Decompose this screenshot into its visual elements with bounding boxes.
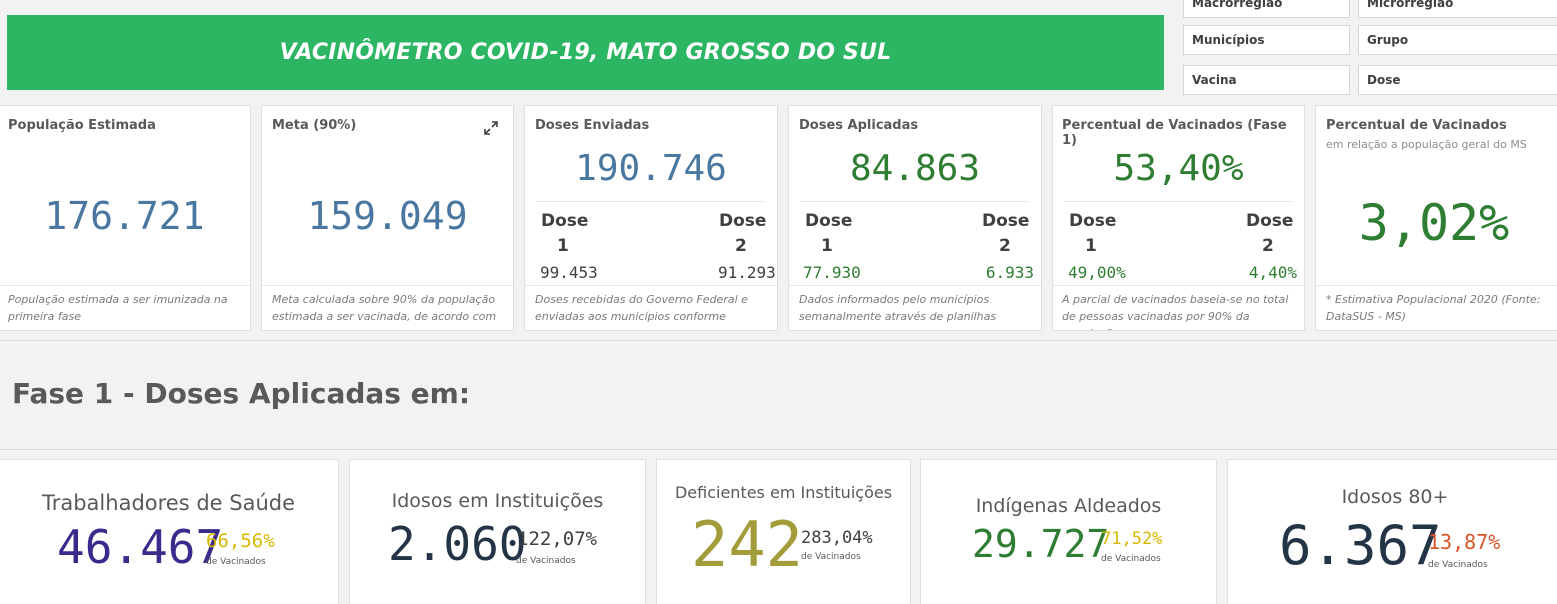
- dose1-value: 77.930: [803, 263, 861, 282]
- group-label: Idosos em Instituições: [391, 490, 604, 512]
- section-title: Fase 1 - Doses Aplicadas em:: [12, 377, 471, 410]
- kpi-footer: Dados informados pelo municípios semanal…: [789, 285, 1041, 330]
- group-percent-caption: de Vacinados: [206, 557, 266, 567]
- group-card-trabalhadores-saude[interactable]: Trabalhadores de Saúde 46.467 66,56% de …: [0, 459, 339, 604]
- group-card-deficientes-instituicoes[interactable]: Deficientes em Instituições 242 283,04% …: [656, 459, 911, 604]
- group-value: 6.367: [1279, 514, 1442, 577]
- kpi-percentual-fase1[interactable]: Percentual de Vacinados (Fase 1) 53,40% …: [1052, 105, 1305, 331]
- group-percent: 13,87%: [1428, 530, 1501, 554]
- filter-vacina[interactable]: Vacina: [1183, 65, 1350, 95]
- dose2-label: Dose: [1246, 211, 1294, 231]
- group-card-indigenas-aldeados[interactable]: Indígenas Aldeados 29.727 71,52% de Vaci…: [920, 459, 1217, 604]
- title-banner: VACINÔMETRO COVID-19, MATO GROSSO DO SUL: [7, 15, 1164, 90]
- dose2-number: 2: [999, 236, 1011, 256]
- filter-grupo[interactable]: Grupo: [1358, 25, 1557, 55]
- kpi-value: 159.049: [307, 194, 468, 238]
- kpi-title: Percentual de Vacinados: [1326, 118, 1507, 133]
- group-card-idosos-instituicoes[interactable]: Idosos em Instituições 2.060 122,07% de …: [349, 459, 646, 604]
- divider: [536, 201, 766, 202]
- dose1-value: 99.453: [540, 263, 598, 282]
- group-value: 242: [691, 508, 803, 581]
- dose2-value: 6.933: [985, 263, 1034, 282]
- group-value: 2.060: [388, 517, 527, 571]
- kpi-footer: A parcial de vacinados baseia-se no tota…: [1053, 285, 1304, 330]
- kpi-title: Doses Aplicadas: [799, 118, 919, 133]
- dose1-number: 1: [557, 236, 569, 256]
- kpi-value: 3,02%: [1358, 194, 1510, 252]
- kpi-title: Meta (90%): [272, 118, 357, 133]
- kpi-title: Doses Enviadas: [535, 118, 650, 133]
- group-card-idosos-80[interactable]: Idosos 80+ 6.367 13,87% de Vacinados: [1227, 459, 1557, 604]
- group-value: 46.467: [57, 520, 224, 574]
- kpi-percentual-geral[interactable]: Percentual de Vacinados em relação a pop…: [1315, 105, 1557, 331]
- group-value: 29.727: [972, 522, 1110, 566]
- kpi-value: 190.746: [575, 148, 727, 189]
- dose1-label: Dose: [805, 211, 853, 231]
- divider: [0, 340, 1557, 341]
- dose2-number: 2: [735, 236, 747, 256]
- kpi-value: 176.721: [44, 194, 205, 238]
- group-percent-caption: de Vacinados: [1101, 554, 1161, 564]
- dose2-label: Dose: [982, 211, 1030, 231]
- group-percent-caption: de Vacinados: [516, 556, 576, 566]
- divider: [0, 449, 1557, 450]
- group-percent-caption: de Vacinados: [801, 552, 861, 562]
- dose1-label: Dose: [541, 211, 589, 231]
- group-label: Idosos 80+: [1341, 486, 1449, 508]
- kpi-meta[interactable]: Meta (90%) 159.049 Meta calculada sobre …: [261, 105, 514, 331]
- page-title: VACINÔMETRO COVID-19, MATO GROSSO DO SUL: [279, 40, 892, 65]
- kpi-title: Percentual de Vacinados (Fase 1): [1062, 118, 1287, 148]
- dose2-value: 91.293: [718, 263, 776, 282]
- group-label: Trabalhadores de Saúde: [41, 491, 296, 515]
- dose2-number: 2: [1262, 236, 1274, 256]
- kpi-subtitle: em relação a população geral do MS: [1326, 138, 1527, 151]
- filter-macrorregiao[interactable]: Macrorregião: [1183, 0, 1350, 18]
- divider: [800, 201, 1030, 202]
- kpi-footer: Meta calculada sobre 90% da população es…: [262, 285, 513, 330]
- kpi-populacao-estimada[interactable]: População Estimada 176.721 População est…: [0, 105, 251, 331]
- group-percent-caption: de Vacinados: [1428, 560, 1488, 570]
- filter-microrregiao[interactable]: Microrregião: [1358, 0, 1557, 18]
- filter-municipios[interactable]: Municípios: [1183, 25, 1350, 55]
- kpi-footer: Doses recebidas do Governo Federal e env…: [525, 285, 777, 330]
- kpi-value: 53,40%: [1113, 148, 1244, 189]
- kpi-doses-aplicadas[interactable]: Doses Aplicadas 84.863 Dose 1 Dose 2 77.…: [788, 105, 1042, 331]
- kpi-footer: População estimada a ser imunizada na pr…: [0, 285, 250, 330]
- dose1-number: 1: [1085, 236, 1097, 256]
- dose1-value: 49,00%: [1068, 263, 1126, 282]
- kpi-value: 84.863: [849, 148, 981, 189]
- dose1-label: Dose: [1069, 211, 1117, 231]
- filter-dose[interactable]: Dose: [1358, 65, 1557, 95]
- group-percent: 66,56%: [206, 530, 275, 552]
- expand-icon[interactable]: [483, 120, 499, 136]
- divider: [1064, 201, 1293, 202]
- dose2-value: 4,40%: [1248, 263, 1297, 282]
- kpi-footer: * Estimativa Populacional 2020 (Fonte: D…: [1316, 285, 1557, 330]
- group-percent: 122,07%: [517, 528, 598, 550]
- group-percent: 283,04%: [801, 528, 873, 548]
- dose2-label: Dose: [719, 211, 767, 231]
- group-percent: 71,52%: [1101, 529, 1163, 549]
- kpi-title: População Estimada: [8, 118, 156, 133]
- dose1-number: 1: [821, 236, 833, 256]
- kpi-doses-enviadas[interactable]: Doses Enviadas 190.746 Dose 1 Dose 2 99.…: [524, 105, 778, 331]
- group-label: Deficientes em Instituições: [674, 483, 893, 502]
- group-label: Indígenas Aldeados: [975, 495, 1162, 517]
